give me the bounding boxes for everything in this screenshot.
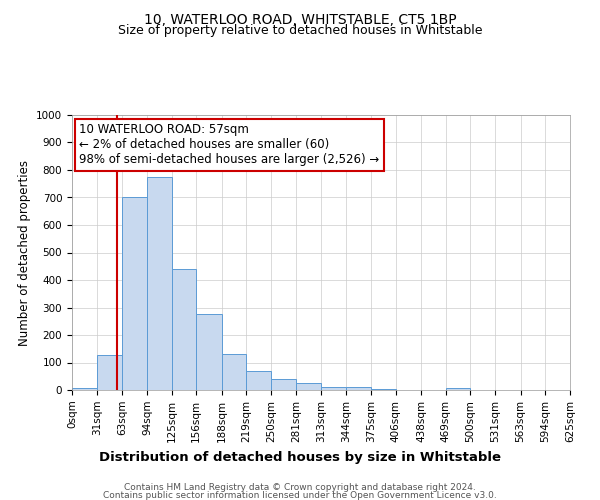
Text: Size of property relative to detached houses in Whitstable: Size of property relative to detached ho…	[118, 24, 482, 37]
Text: Contains public sector information licensed under the Open Government Licence v3: Contains public sector information licen…	[103, 492, 497, 500]
Bar	[196, 314, 222, 390]
Bar	[147, 177, 172, 390]
Bar	[346, 386, 371, 390]
Text: Contains HM Land Registry data © Crown copyright and database right 2024.: Contains HM Land Registry data © Crown c…	[124, 483, 476, 492]
Bar	[322, 386, 346, 390]
Bar	[446, 388, 470, 390]
Bar	[247, 371, 271, 390]
Bar	[222, 354, 247, 390]
Bar	[97, 355, 122, 390]
Bar	[122, 198, 147, 390]
Bar	[271, 379, 296, 390]
Bar	[172, 269, 196, 390]
Text: 10 WATERLOO ROAD: 57sqm
← 2% of detached houses are smaller (60)
98% of semi-det: 10 WATERLOO ROAD: 57sqm ← 2% of detached…	[79, 123, 380, 166]
Bar	[371, 388, 395, 390]
Y-axis label: Number of detached properties: Number of detached properties	[17, 160, 31, 346]
Bar	[72, 388, 97, 390]
Text: Distribution of detached houses by size in Whitstable: Distribution of detached houses by size …	[99, 451, 501, 464]
Bar	[296, 383, 322, 390]
Text: 10, WATERLOO ROAD, WHITSTABLE, CT5 1BP: 10, WATERLOO ROAD, WHITSTABLE, CT5 1BP	[143, 12, 457, 26]
